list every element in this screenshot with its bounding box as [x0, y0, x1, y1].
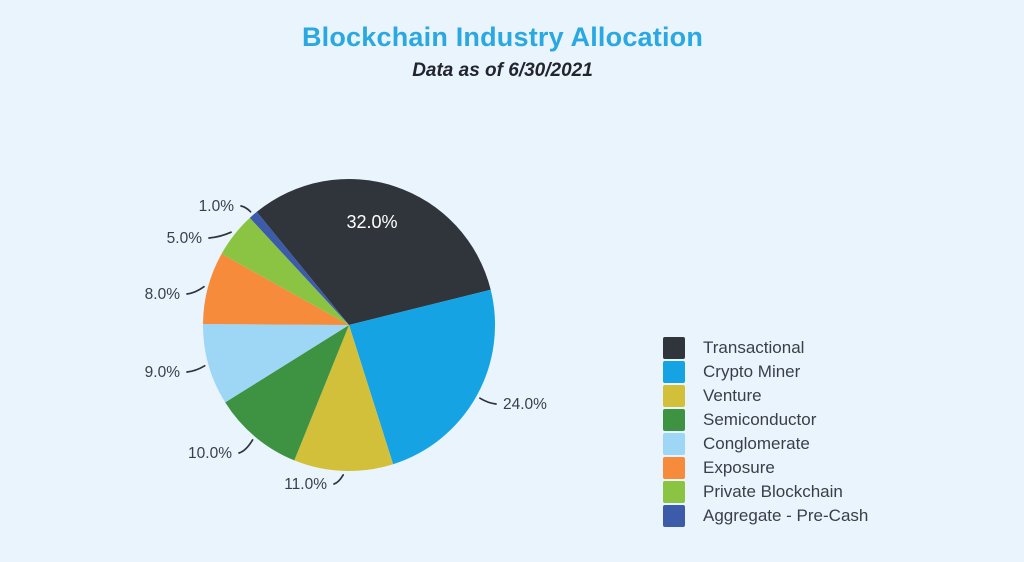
legend-label-transactional: Transactional [703, 338, 805, 357]
chart-header: Blockchain Industry Allocation Data as o… [0, 0, 1005, 82]
legend-swatch-transactional [663, 337, 685, 359]
pie-outside-label-aggregate-pre-cash: 1.0% [199, 198, 235, 215]
legend-label-aggregate-pre-cash: Aggregate - Pre-Cash [703, 506, 869, 525]
pie-slice-private-blockchain [221, 217, 349, 325]
legend-item-aggregate-pre-cash: Aggregate - Pre-Cash [663, 505, 868, 527]
pie-outside-label-exposure: 8.0% [145, 286, 181, 303]
legend-label-conglomerate: Conglomerate [703, 434, 810, 453]
chart-title: Blockchain Industry Allocation [301, 22, 704, 52]
legend-label-semiconductor: Semiconductor [703, 410, 817, 429]
pie-outside-label-crypto-miner: 24.0% [503, 396, 547, 413]
legend-item-transactional: Transactional [663, 337, 868, 359]
pie-slice-venture [294, 325, 394, 472]
legend-label-venture: Venture [703, 386, 762, 405]
legend-swatch-aggregate-pre-cash [663, 505, 685, 527]
pie-outside-label-venture: 11.0% [284, 476, 327, 493]
legend-item-private-blockchain: Private Blockchain [663, 481, 868, 503]
legend-item-conglomerate: Conglomerate [663, 433, 868, 455]
leader-line-crypto-miner [479, 397, 497, 405]
legend-item-crypto-miner: Crypto Miner [663, 361, 868, 383]
pie-inside-label-transactional: 32.0% [346, 212, 397, 232]
chart-subtitle: Data as of 6/30/2021 [412, 60, 593, 81]
legend-label-crypto-miner: Crypto Miner [703, 362, 801, 381]
legend-swatch-venture [663, 385, 685, 407]
legend-item-semiconductor: Semiconductor [663, 409, 868, 431]
legend-label-exposure: Exposure [703, 458, 775, 477]
pie-outside-label-private-blockchain: 5.0% [167, 230, 203, 247]
leader-line-aggregate-pre-cash [240, 205, 252, 213]
pie-slice-conglomerate [202, 324, 349, 403]
leader-line-venture [333, 474, 345, 485]
leader-line-semiconductor [238, 439, 254, 454]
legend-swatch-crypto-miner [663, 361, 685, 383]
legend-item-exposure: Exposure [663, 457, 868, 479]
legend-item-venture: Venture [663, 385, 868, 407]
leader-line-exposure [186, 285, 205, 295]
pie-slice-aggregate-pre-cash [249, 211, 349, 325]
legend-swatch-semiconductor [663, 409, 685, 431]
legend-swatch-conglomerate [663, 433, 685, 455]
leader-line-private-blockchain [208, 231, 232, 239]
legend-swatch-private-blockchain [663, 481, 685, 503]
pie-slice-crypto-miner [349, 289, 496, 465]
legend-swatch-exposure [663, 457, 685, 479]
pie-outside-label-semiconductor: 10.0% [188, 445, 232, 462]
legend-label-private-blockchain: Private Blockchain [703, 482, 843, 501]
pie-slice-semiconductor [225, 325, 349, 461]
pie-slice-exposure [203, 253, 349, 325]
pie-outside-label-conglomerate: 9.0% [145, 364, 181, 381]
pie-slice-transactional [256, 178, 491, 325]
leader-line-conglomerate [186, 364, 206, 373]
chart-legend: Transactional Crypto Miner Venture Semicond… [663, 337, 868, 529]
